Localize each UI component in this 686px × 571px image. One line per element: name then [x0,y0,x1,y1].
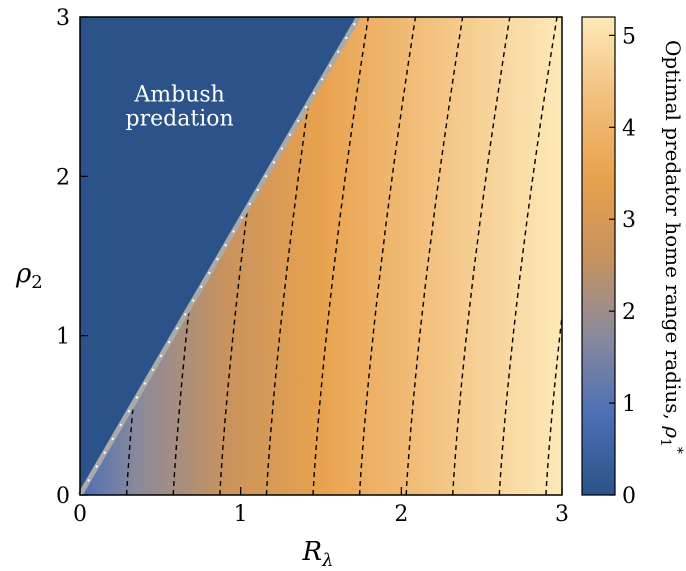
colorbar-tick-label: 5 [622,24,636,49]
y-axis-label-sub: 2 [31,272,42,293]
y-axis: 0 1 2 3 [56,6,88,509]
y-tick-label: 3 [56,6,70,31]
y-axis-label-main: ρ [15,259,32,289]
colorbar-label-sub: 1 [657,438,673,447]
colorbar-label-symbol: ρ [661,425,685,438]
annotation-predation: predation [126,106,234,131]
colorbar-label-text: Optimal predator home range radius, [661,40,685,426]
x-axis-label: Rλ [302,537,334,571]
ambush-boundary-line [77,15,361,497]
plot-frame [79,16,563,496]
annotation-ambush: Ambush [133,82,224,107]
contour-line [312,17,369,495]
y-tick-label: 0 [56,484,70,509]
colorbar-tick-label: 4 [622,116,636,141]
x-axis-label-main: R [302,537,323,567]
plot-area: Ambush predation [77,15,563,497]
x-tick-label: 1 [234,502,248,527]
x-tick-label: 2 [394,502,408,527]
y-tick-label: 2 [56,165,70,190]
colorbar-tick-label: 1 [622,392,636,417]
colorbar-tick-label: 3 [622,208,636,233]
x-tick-label: 3 [555,502,569,527]
y-axis-label: ρ2 [15,259,43,293]
y-tick-label: 1 [56,325,70,350]
contour-line [405,17,464,495]
x-axis-label-sub: λ [321,550,333,571]
colorbar-label-sup: * [669,447,685,454]
x-axis: 0 1 2 3 [73,487,569,527]
colorbar-label: Optimal predator home range radius, ρ1* [657,40,685,454]
colorbar-gradient [581,16,616,496]
x-tick-label: 0 [73,502,87,527]
colorbar-tick-label: 0 [622,484,636,509]
colorbar-tick-label: 2 [622,300,636,325]
colorbar: 0 1 2 3 4 5 Optimal predator home range radiu… [581,16,685,509]
contour-line [358,17,417,495]
